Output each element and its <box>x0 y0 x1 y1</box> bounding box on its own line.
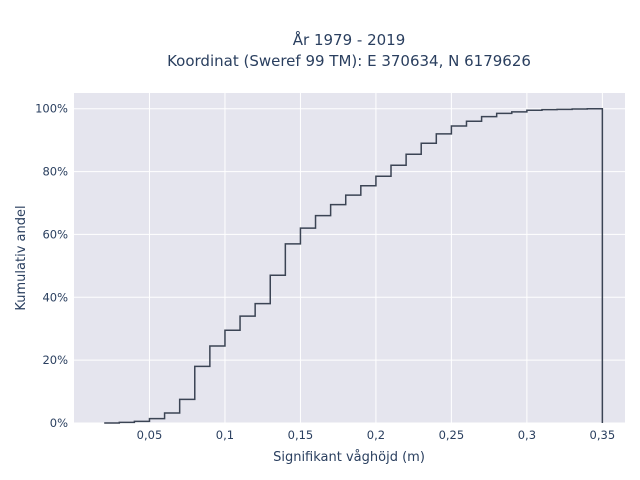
x-tick-label: 0,25 <box>439 428 465 442</box>
y-tick-label: 20% <box>42 353 68 367</box>
x-axis-title: Signifikant våghöjd (m) <box>273 450 425 465</box>
chart-title-line-2: Koordinat (Sweref 99 TM): E 370634, N 61… <box>167 52 531 70</box>
x-tick-label: 0,3 <box>518 428 536 442</box>
x-tick-labels: 0,05 0,1 0,15 0,2 0,25 0,3 0,35 <box>137 428 615 442</box>
y-tick-label: 40% <box>42 290 68 304</box>
x-tick-label: 0,15 <box>288 428 314 442</box>
cdf-series-line <box>104 107 604 424</box>
y-tick-labels: 0% 20% 40% 60% 80% 100% <box>35 102 68 430</box>
grid-lines <box>74 93 625 424</box>
plot-area <box>74 93 625 423</box>
y-tick-label: 0% <box>50 416 68 430</box>
chart-title-line-1: År 1979 - 2019 <box>293 30 406 49</box>
y-tick-label: 60% <box>42 227 68 241</box>
x-tick-label: 0,35 <box>590 428 616 442</box>
y-tick-label: 100% <box>35 102 68 116</box>
x-tick-label: 0,05 <box>137 428 163 442</box>
x-tick-label: 0,2 <box>367 428 385 442</box>
y-tick-label: 80% <box>42 165 68 179</box>
y-axis-title: Kumulativ andel <box>14 205 29 310</box>
x-tick-label: 0,1 <box>216 428 234 442</box>
